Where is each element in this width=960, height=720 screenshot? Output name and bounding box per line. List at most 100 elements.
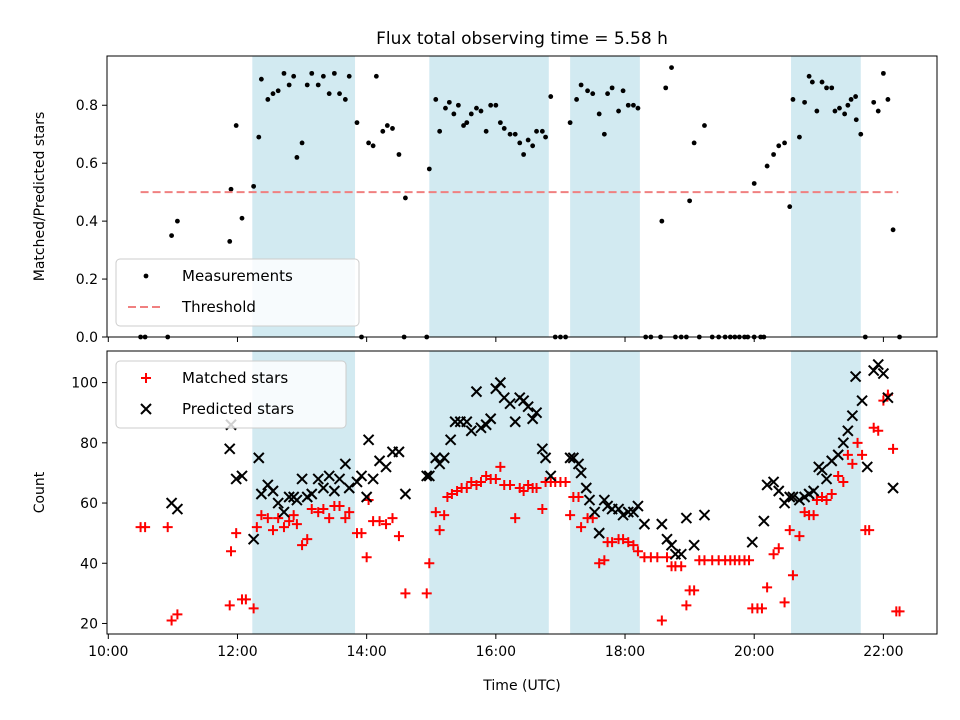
data-point [887, 482, 899, 494]
data-point [439, 510, 450, 521]
data-point [537, 504, 548, 515]
data-point [461, 123, 466, 128]
data-point [612, 503, 625, 515]
data-point [483, 128, 489, 134]
data-point [288, 510, 299, 521]
data-point [286, 82, 292, 88]
chart-title: Flux total observing time = 5.58 h [376, 29, 668, 49]
data-point [162, 522, 173, 533]
data-point [627, 506, 640, 518]
data-point [632, 500, 644, 512]
data-point [856, 394, 868, 407]
data-point [351, 476, 363, 488]
data-point [811, 495, 822, 506]
data-point [675, 548, 687, 560]
data-point [270, 91, 276, 97]
data-point [824, 85, 829, 91]
data-point [522, 400, 534, 413]
data-point [331, 70, 337, 76]
data-point [852, 437, 863, 448]
data-point [848, 97, 854, 102]
data-point [461, 416, 473, 428]
data-point [475, 422, 487, 434]
data-point [605, 91, 610, 97]
data-point [620, 88, 626, 94]
data-point [814, 108, 820, 114]
x-tick-label: 20:00 [734, 644, 774, 660]
data-point [773, 543, 784, 554]
data-point [567, 120, 573, 126]
data-point [676, 561, 687, 572]
data-point [842, 111, 848, 117]
data-point [433, 97, 439, 102]
x-tick-label: 12:00 [217, 644, 257, 660]
data-point [638, 518, 651, 530]
y-tick-label: 0.2 [76, 272, 98, 288]
data-point [317, 482, 330, 494]
data-point [512, 131, 518, 137]
data-point [773, 485, 785, 497]
data-point [291, 519, 302, 530]
data-point [361, 552, 372, 563]
data-point [399, 488, 412, 500]
data-point [531, 482, 542, 493]
data-point [344, 507, 355, 518]
data-point [580, 482, 592, 494]
data-point [573, 492, 584, 503]
observing-interval [429, 56, 549, 337]
data-point [885, 97, 891, 102]
data-point [590, 91, 596, 97]
data-point [680, 512, 693, 524]
data-point [315, 82, 321, 88]
data-point [681, 600, 692, 611]
data-point [525, 137, 531, 143]
data-point [625, 102, 631, 108]
data-point [281, 70, 287, 76]
data-point [175, 218, 180, 224]
data-point [837, 437, 850, 449]
data-point [423, 470, 436, 482]
data-point [248, 603, 259, 614]
data-point [576, 522, 587, 533]
data-point [374, 516, 385, 527]
data-point [768, 549, 779, 560]
data-point [784, 491, 796, 503]
data-point [665, 539, 678, 551]
data-point [306, 504, 317, 515]
data-point [356, 528, 367, 539]
data-point [343, 482, 355, 494]
data-point [393, 446, 405, 458]
data-point [230, 473, 242, 485]
data-point [662, 552, 673, 563]
data-point [224, 600, 235, 611]
data-point [819, 79, 825, 85]
data-point [794, 531, 805, 542]
data-point [228, 186, 234, 192]
data-point [224, 443, 236, 455]
data-point [756, 603, 767, 614]
data-point [227, 239, 233, 244]
data-point [430, 507, 441, 518]
data-point [572, 458, 585, 470]
data-point [849, 370, 862, 383]
data-point [548, 94, 554, 99]
data-point [565, 510, 576, 521]
data-point [669, 65, 674, 70]
data-point [262, 513, 273, 524]
data-point [247, 533, 260, 545]
data-point [430, 452, 442, 464]
data-point [771, 152, 776, 157]
data-point [806, 73, 812, 79]
data-point [475, 476, 486, 487]
data-point [746, 536, 758, 548]
y-tick-label: 0.6 [76, 156, 98, 172]
data-point [688, 539, 700, 551]
data-point [366, 140, 371, 146]
data-point [517, 140, 523, 146]
data-point [890, 227, 896, 233]
data-point [497, 120, 503, 126]
data-point [384, 123, 390, 128]
data-point [396, 152, 402, 157]
data-point [802, 99, 807, 105]
data-point [609, 85, 615, 91]
